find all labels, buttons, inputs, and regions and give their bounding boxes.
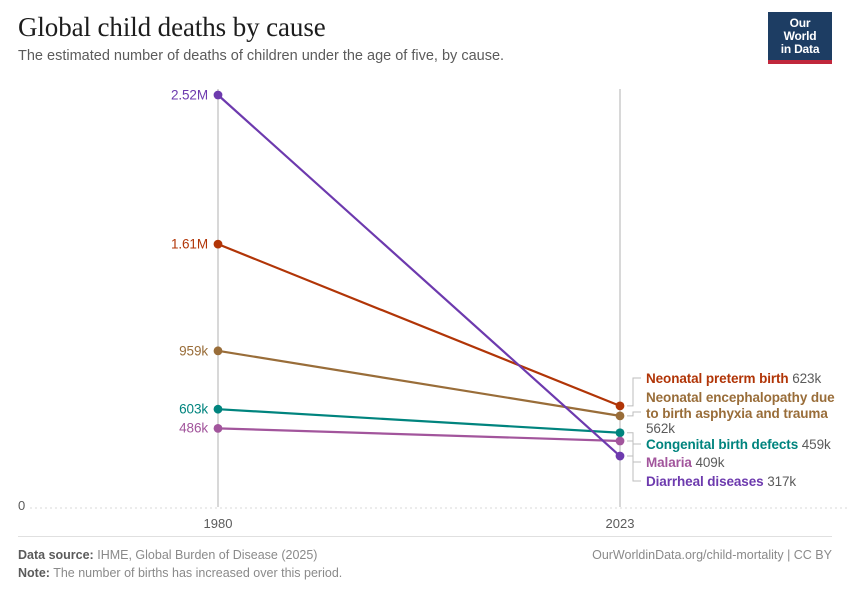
- series-line-1[interactable]: [216, 349, 622, 417]
- chart-footer: Data source: IHME, Global Burden of Dise…: [18, 536, 832, 580]
- chart-subtitle: The estimated number of deaths of childr…: [18, 48, 505, 64]
- x-axis-tick-label-1980: 1980: [203, 516, 233, 531]
- legend-leader-line-2: [627, 432, 641, 445]
- legend-series-name-2: Congenital birth defects: [646, 437, 802, 452]
- footer-source-block: Data source: IHME, Global Burden of Dise…: [18, 546, 342, 582]
- start-value-label-0: 1.61M: [170, 236, 208, 252]
- legend-series-value-4: 317k: [767, 474, 797, 489]
- data-point-end-3[interactable]: [615, 436, 625, 446]
- logo-spacer: [774, 56, 826, 60]
- legend-series-value-3: 409k: [695, 455, 725, 470]
- legend-entry-0[interactable]: Neonatal preterm birth 623k: [646, 371, 836, 387]
- legend-leader-line-1: [627, 411, 641, 417]
- series-line-4[interactable]: [216, 93, 622, 458]
- legend-leader-line-0: [627, 377, 641, 407]
- legend-entry-4[interactable]: Diarrheal diseases 317k: [646, 474, 836, 490]
- data-point-start-4[interactable]: [213, 90, 223, 100]
- data-source-label: Data source:: [18, 548, 94, 562]
- data-point-end-0[interactable]: [615, 401, 625, 411]
- chart-plot-area: [0, 78, 850, 528]
- legend-series-name-4: Diarrheal diseases: [646, 474, 768, 489]
- legend-series-name-1: Neonatal encephalopathy due to birth asp…: [646, 390, 835, 421]
- start-value-label-4: 2.52M: [170, 87, 208, 103]
- line-chart-svg: [30, 89, 850, 509]
- logo-line-1: Our World: [783, 16, 817, 43]
- our-world-in-data-logo[interactable]: Our World in Data: [768, 12, 832, 64]
- start-value-label-3: 486k: [179, 420, 208, 436]
- data-source-text: IHME, Global Burden of Disease (2025): [97, 548, 318, 562]
- legend-entry-1[interactable]: Neonatal encephalopathy due to birth asp…: [646, 390, 836, 437]
- series-line-2[interactable]: [216, 408, 622, 434]
- data-point-end-2[interactable]: [615, 428, 625, 438]
- legend-entry-2[interactable]: Congenital birth defects 459k: [646, 437, 836, 453]
- y-axis-zero-label: 0: [18, 498, 26, 513]
- legend-series-value-1: 562k: [646, 421, 675, 436]
- note-label: Note:: [18, 566, 50, 580]
- legend-leader-line-3: [627, 440, 641, 463]
- data-point-end-1[interactable]: [615, 411, 625, 421]
- x-axis-tick-label-2023: 2023: [605, 516, 635, 531]
- footer-attribution[interactable]: OurWorldinData.org/child-mortality | CC …: [592, 548, 832, 562]
- data-point-start-3[interactable]: [213, 423, 223, 433]
- data-point-start-1[interactable]: [213, 346, 223, 356]
- series-line-3[interactable]: [216, 427, 622, 443]
- logo-line-2: in Data: [780, 42, 820, 56]
- legend-series-value-0: 623k: [792, 371, 822, 386]
- legend-leader-line-4: [627, 455, 641, 482]
- data-point-start-2[interactable]: [213, 404, 223, 414]
- start-value-label-2: 603k: [179, 401, 208, 417]
- data-source-line: Data source: IHME, Global Burden of Dise…: [18, 546, 342, 564]
- start-value-label-1: 959k: [179, 343, 208, 359]
- data-point-end-4[interactable]: [615, 451, 625, 461]
- legend-entry-3[interactable]: Malaria 409k: [646, 455, 836, 471]
- legend-series-value-2: 459k: [801, 437, 831, 452]
- page-title: Global child deaths by cause: [18, 12, 326, 42]
- note-text: The number of births has increased over …: [53, 566, 343, 580]
- note-line: Note: The number of births has increased…: [18, 564, 342, 582]
- chart-header: Global child deaths by cause The estimat…: [18, 10, 832, 65]
- legend-series-name-3: Malaria: [646, 455, 696, 470]
- legend-series-name-0: Neonatal preterm birth: [646, 371, 793, 386]
- data-point-start-0[interactable]: [213, 239, 223, 249]
- series-line-0[interactable]: [216, 243, 622, 407]
